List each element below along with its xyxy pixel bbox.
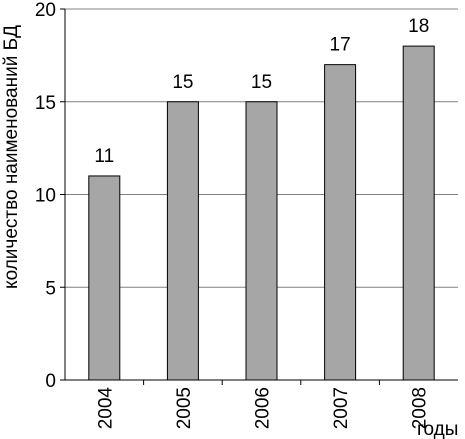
- bar-2005: [166, 101, 199, 381]
- bars: [88, 45, 435, 381]
- data-label-2005: 15: [172, 72, 193, 93]
- bar-2006: [245, 101, 278, 381]
- bar-2004: [88, 175, 121, 381]
- x-tick-label-2004: 2004: [95, 387, 116, 430]
- bar-2007: [324, 64, 357, 381]
- y-tick-label: 0: [45, 371, 56, 392]
- y-tick-labels: 0 5 10 15 20: [35, 0, 56, 392]
- y-axis-label: количество наименований БД: [1, 25, 22, 289]
- data-label-2006: 15: [251, 72, 272, 93]
- data-label-2008: 18: [408, 16, 429, 37]
- data-labels: 11 15 15 17 18: [94, 16, 429, 167]
- axes: [60, 8, 458, 385]
- bar-2008: [402, 45, 435, 381]
- y-tick-label: 20: [35, 0, 56, 21]
- data-label-2007: 17: [330, 35, 351, 56]
- y-tick-label: 5: [45, 278, 56, 299]
- y-tick-label: 10: [35, 186, 56, 207]
- x-axis-label: годы: [417, 419, 458, 439]
- x-tick-label-2008: 2008: [410, 387, 431, 429]
- data-label-2004: 11: [94, 146, 114, 167]
- y-tick-label: 15: [35, 93, 56, 114]
- x-tick-label-2005: 2005: [174, 387, 195, 429]
- x-tick-label-2007: 2007: [331, 387, 352, 429]
- x-tick-labels: 2004 2005 2006 2007 2008: [95, 387, 430, 430]
- x-tick-label-2006: 2006: [253, 387, 274, 429]
